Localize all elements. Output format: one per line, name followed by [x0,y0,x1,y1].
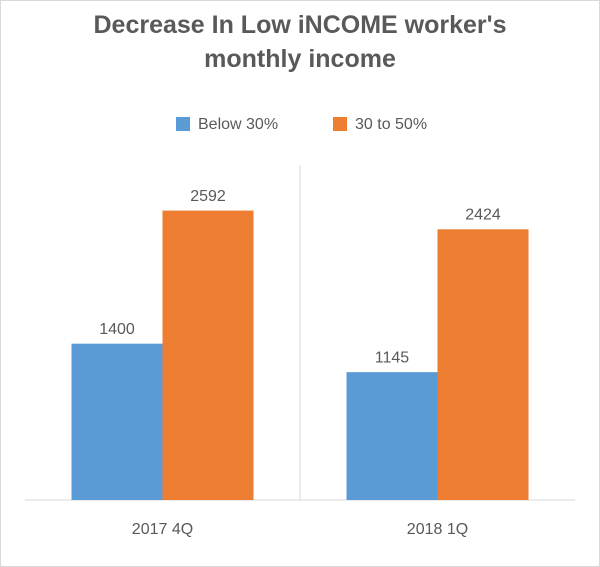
bar [437,229,529,500]
legend-swatch [333,117,347,131]
data-label: 2592 [190,188,226,205]
data-label: 1145 [375,349,410,366]
legend-label: 30 to 50% [355,116,427,133]
x-tick-label: 2018 1Q [407,521,468,538]
data-label: 2424 [465,207,501,224]
bar [71,343,163,500]
bar [162,210,254,500]
data-label: 1400 [99,321,135,338]
bar [346,372,438,500]
legend-swatch [176,117,190,131]
x-tick-label: 2017 4Q [132,521,193,538]
legend-label: Below 30% [198,116,278,133]
chart-title: Decrease In Low iNCOME worker's monthly … [93,11,507,73]
